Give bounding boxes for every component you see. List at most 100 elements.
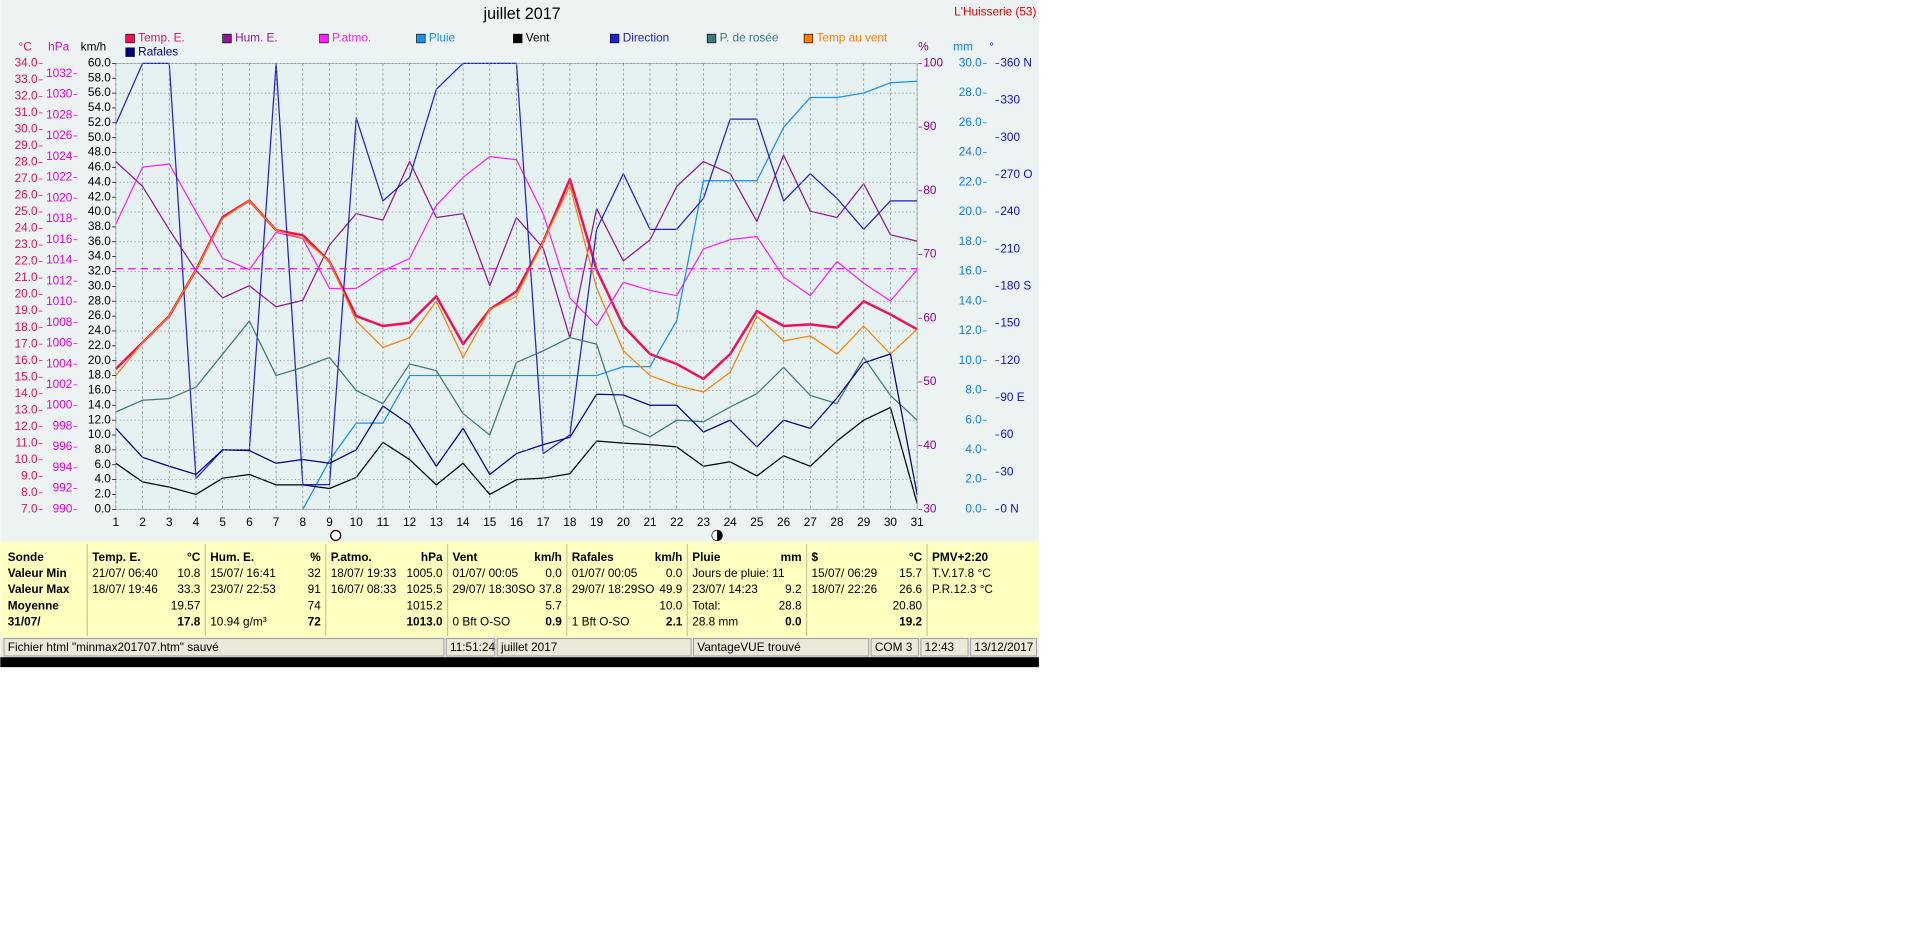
y-tick-label: 20.0	[959, 204, 982, 218]
axis-unit: %	[918, 39, 929, 53]
y-tick-label: 31.0	[15, 105, 38, 119]
x-tick-label: 28	[830, 515, 844, 529]
cell-label: 29/07/ 18:30SO	[453, 582, 536, 596]
y-tick-label: 34.0	[15, 55, 38, 69]
cell-value: 0.9	[545, 615, 562, 629]
x-tick-label: 12	[403, 515, 416, 529]
status-text: 12:43	[925, 640, 955, 654]
cell-label: 29/07/ 18:29SO	[572, 582, 655, 596]
cell-label: 31/07/	[8, 615, 42, 629]
x-tick-label: 7	[273, 515, 280, 529]
x-tick-label: 23	[697, 515, 711, 529]
y-tick-label: 18.0	[88, 368, 111, 382]
y-tick-label: 26.0	[88, 308, 111, 322]
y-tick-label: 990	[53, 501, 73, 515]
cell-value: 37.8	[539, 582, 562, 596]
cell-value: 2.1	[666, 615, 683, 629]
y-tick-label: 50	[923, 374, 937, 388]
column-header: Sonde	[8, 550, 44, 564]
cell-label: T.V.17.8 °C	[932, 566, 991, 580]
x-tick-label: 20	[617, 515, 631, 529]
legend-label: Rafales	[138, 44, 178, 58]
y-tick-label: 1002	[46, 377, 72, 391]
y-tick-label: 180 S	[1000, 278, 1031, 292]
column-unit: hPa	[421, 550, 443, 564]
y-tick-label: 32.0	[15, 89, 38, 103]
y-tick-label: 20.0	[88, 353, 111, 367]
y-tick-label: 60.0	[88, 55, 111, 69]
y-tick-label: 28.0	[959, 85, 982, 99]
column-header: P.atmo.	[331, 550, 372, 564]
y-tick-label: 8.0	[21, 485, 38, 499]
axis-unit: km/h	[81, 39, 107, 53]
cell-label: 28.8 mm	[692, 615, 738, 629]
x-tick-label: 1	[113, 515, 120, 529]
x-tick-label: 27	[804, 515, 817, 529]
y-tick-label: 15.0	[15, 369, 38, 383]
cell-label: 1 Bft O-SO	[572, 615, 630, 629]
series-line	[302, 80, 918, 510]
y-tick-label: 240	[1000, 204, 1020, 218]
x-tick-label: 13	[430, 515, 444, 529]
series-line	[115, 184, 918, 393]
y-tick-label: 996	[53, 439, 73, 453]
cell-label: 15/07/ 16:41	[210, 566, 276, 580]
y-tick-label: 52.0	[88, 115, 111, 129]
cell-value: 1015.2	[406, 598, 442, 612]
x-tick-label: 14	[457, 515, 471, 529]
y-tick-label: 11.0	[15, 435, 38, 449]
column-unit: %	[310, 550, 321, 564]
cell-value: 1005.0	[406, 566, 443, 580]
y-tick-label: 24.0	[88, 323, 111, 337]
y-tick-label: 17.0	[15, 336, 38, 350]
cell-value: 17.8	[177, 615, 200, 629]
status-text: juillet 2017	[500, 640, 557, 654]
y-tick-label: 1020	[46, 190, 73, 204]
cell-label: 18/07/ 19:33	[331, 566, 397, 580]
cell-value: 0.0	[545, 566, 562, 580]
y-tick-label: 7.0	[21, 501, 38, 515]
y-tick-label: 22.0	[88, 338, 111, 352]
y-tick-label: 30.0	[959, 55, 982, 69]
y-tick-label: 994	[53, 460, 73, 474]
y-tick-label: 58.0	[88, 70, 111, 84]
y-tick-label: 1006	[46, 336, 73, 350]
x-tick-label: 18	[563, 515, 577, 529]
y-tick-label: 20.0	[15, 287, 38, 301]
legend-label: Temp. E.	[138, 31, 185, 45]
status-bar	[0, 637, 1039, 658]
x-tick-label: 3	[166, 515, 173, 529]
x-tick-label: 5	[219, 515, 226, 529]
column-unit: km/h	[534, 550, 562, 564]
cell-value: 10.0	[659, 598, 682, 612]
cell-label: 23/07/ 14:23	[692, 582, 758, 596]
x-tick-label: 31	[911, 515, 924, 529]
cell-value: 32	[308, 566, 321, 580]
legend-label: P. de rosée	[720, 31, 779, 45]
cell-label: P.R.12.3 °C	[932, 582, 993, 596]
cell-value: 49.9	[659, 582, 682, 596]
y-tick-label: 8.0	[94, 442, 111, 456]
y-tick-label: 10.0	[959, 353, 982, 367]
y-tick-label: 210	[1000, 241, 1020, 255]
y-tick-label: 100	[923, 55, 943, 69]
legend-swatch	[513, 33, 523, 44]
cell-label: 10.94 g/m³	[210, 615, 266, 629]
taskbar	[0, 657, 1039, 668]
y-tick-label: 30	[923, 501, 937, 515]
column-header: Pluie	[692, 550, 721, 564]
column-unit: °C	[187, 550, 201, 564]
y-tick-label: 12.0	[15, 419, 38, 433]
y-tick-label: 1016	[46, 232, 73, 246]
x-tick-label: 26	[777, 515, 791, 529]
x-tick-label: 6	[246, 515, 253, 529]
y-tick-label: 56.0	[88, 85, 111, 99]
x-tick-label: 19	[590, 515, 603, 529]
cell-value: 33.3	[177, 582, 200, 596]
y-tick-label: 2.0	[94, 487, 111, 501]
y-tick-label: 992	[53, 481, 73, 495]
column-header: PMV+2:20	[932, 550, 989, 564]
status-field	[693, 638, 870, 657]
legend-label: Direction	[623, 31, 670, 45]
cell-label: Jours de pluie: 11	[692, 566, 784, 580]
